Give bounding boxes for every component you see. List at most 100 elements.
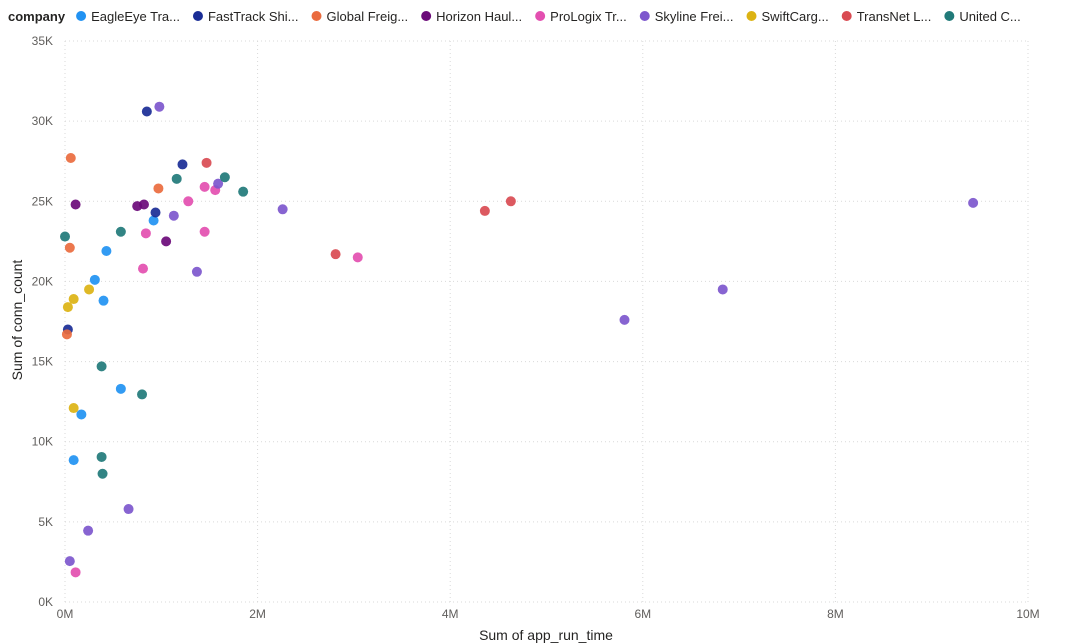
x-tick-label: 4M (442, 607, 459, 621)
data-point[interactable] (330, 249, 341, 260)
data-point[interactable] (154, 101, 165, 112)
legend-item[interactable]: ProLogix Tr... (535, 9, 627, 24)
data-point[interactable] (84, 284, 95, 295)
data-point[interactable] (168, 210, 179, 221)
x-tick-label: 8M (827, 607, 844, 621)
legend-item[interactable]: FastTrack Shi... (192, 9, 299, 24)
legend-item[interactable]: Horizon Haul... (421, 9, 522, 24)
gridlines (64, 40, 1029, 603)
x-tick-label: 6M (634, 607, 651, 621)
y-tick-label: 30K (32, 114, 53, 128)
data-point[interactable] (171, 173, 182, 184)
data-point[interactable] (123, 504, 134, 515)
data-point[interactable] (138, 263, 149, 274)
legend-marker (746, 11, 757, 21)
data-point[interactable] (238, 186, 249, 197)
y-tick-label: 0K (38, 595, 53, 609)
data-point[interactable] (479, 205, 490, 216)
data-point[interactable] (96, 451, 107, 462)
data-point[interactable] (96, 361, 107, 372)
y-tick-label: 5K (38, 515, 53, 529)
x-tick-label: 0M (57, 607, 74, 621)
legend-marker (944, 11, 955, 21)
data-point[interactable] (68, 294, 79, 305)
data-point[interactable] (98, 295, 109, 306)
data-point[interactable] (60, 231, 70, 242)
data-point[interactable] (115, 226, 126, 237)
data-point[interactable] (717, 284, 728, 295)
data-point[interactable] (137, 389, 148, 400)
data-point[interactable] (150, 207, 161, 218)
x-tick-label: 2M (249, 607, 266, 621)
legend-marker (639, 11, 650, 21)
data-point[interactable] (213, 178, 224, 189)
legend-item[interactable]: Skyline Frei... (639, 9, 734, 24)
legend-label: EagleEye Tra... (91, 9, 180, 24)
data-point[interactable] (505, 196, 516, 207)
data-point[interactable] (64, 556, 75, 567)
data-point[interactable] (191, 266, 202, 277)
data-point[interactable] (89, 274, 100, 285)
data-point[interactable] (352, 252, 363, 263)
data-point[interactable] (65, 153, 76, 164)
legend-marker (311, 11, 322, 21)
data-point[interactable] (68, 455, 79, 466)
data-point[interactable] (201, 157, 212, 168)
legend-marker (535, 11, 546, 21)
legend-item[interactable]: TransNet L... (841, 9, 932, 24)
legend-label: FastTrack Shi... (208, 9, 299, 24)
legend-label: Skyline Frei... (655, 9, 734, 24)
data-point[interactable] (61, 329, 72, 340)
data-point[interactable] (115, 383, 126, 394)
legend-item[interactable]: Global Freig... (311, 9, 409, 24)
legend-marker (192, 11, 203, 21)
data-point[interactable] (140, 228, 151, 239)
data-point[interactable] (177, 159, 188, 170)
legend-label: United C... (959, 9, 1020, 24)
y-tick-label: 35K (32, 34, 53, 48)
data-points (60, 101, 979, 578)
data-point[interactable] (161, 236, 172, 247)
data-point[interactable] (277, 204, 288, 215)
legend: company EagleEye Tra... FastTrack Shi... G… (8, 9, 1021, 24)
data-point[interactable] (138, 199, 149, 210)
legend-label: Global Freig... (327, 9, 409, 24)
y-tick-label: 20K (32, 274, 53, 288)
legend-marker (76, 11, 87, 21)
data-point[interactable] (219, 172, 230, 183)
data-point[interactable] (968, 197, 979, 208)
data-point[interactable] (70, 199, 81, 210)
data-point[interactable] (199, 226, 210, 237)
y-tick-label: 15K (32, 355, 53, 369)
x-tick-label: 10M (1016, 607, 1039, 621)
data-point[interactable] (70, 567, 81, 578)
data-point[interactable] (101, 245, 112, 256)
data-point[interactable] (62, 302, 73, 313)
data-point[interactable] (83, 525, 94, 536)
data-point[interactable] (619, 314, 630, 325)
legend-label: SwiftCarg... (762, 9, 829, 24)
y-tick-label: 10K (32, 435, 53, 449)
data-point[interactable] (64, 242, 75, 253)
data-point[interactable] (183, 196, 194, 207)
legend-marker (841, 11, 852, 21)
data-point[interactable] (148, 215, 159, 226)
legend-label: Horizon Haul... (436, 9, 522, 24)
data-point[interactable] (141, 106, 152, 117)
y-tick-label: 25K (32, 194, 53, 208)
legend-item[interactable]: EagleEye Tra... (76, 9, 180, 24)
legend-marker (421, 11, 432, 21)
data-point[interactable] (153, 183, 164, 194)
data-point[interactable] (68, 403, 79, 414)
y-axis-label: Sum of conn_count (9, 260, 25, 381)
legend-title: company (8, 9, 66, 24)
tick-labels: 0K 5K 10K 15K 20K 25K 30K 35K 0M 2M 4M 6M 8M 10M (32, 34, 1040, 621)
legend-item[interactable]: United C... (944, 9, 1021, 24)
legend-item[interactable]: SwiftCarg... (746, 9, 829, 24)
x-axis-label: Sum of app_run_time (479, 627, 613, 643)
data-point[interactable] (97, 468, 108, 479)
data-point[interactable] (76, 409, 87, 420)
data-point[interactable] (199, 181, 210, 192)
